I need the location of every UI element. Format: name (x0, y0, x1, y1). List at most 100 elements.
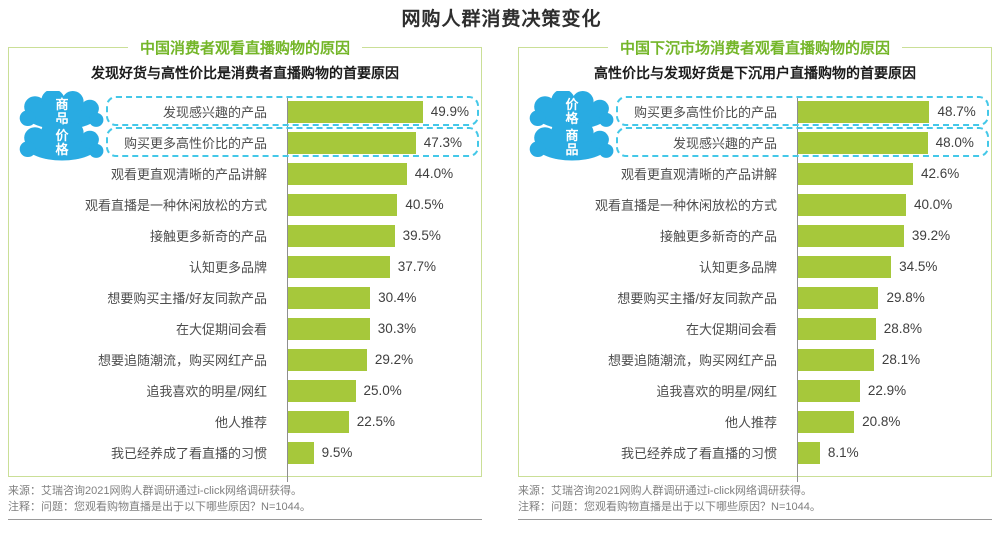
chart-row: 在大促期间会看 30.3% (9, 313, 481, 344)
bar (798, 286, 879, 309)
bar-wrap: 20.8% (787, 406, 991, 437)
bar (798, 162, 914, 185)
chart-row: 观看更直观清晰的产品讲解 42.6% (519, 158, 991, 189)
bar-wrap: 8.1% (787, 437, 991, 468)
chart-row: 想要购买主播/好友同款产品 29.8% (519, 282, 991, 313)
chart-row: 认知更多品牌 37.7% (9, 251, 481, 282)
bar-label: 发现感兴趣的产品 (672, 136, 777, 151)
chart-row: 观看更直观清晰的产品讲解 44.0% (9, 158, 481, 189)
bar-value: 8.1% (827, 445, 859, 460)
bar (288, 131, 416, 154)
bar-label: 观看直播是一种休闲放松的方式 (84, 198, 267, 213)
bar-label: 在大促期间会看 (685, 322, 777, 337)
left-column: 中国消费者观看直播购物的原因 发现好货与高性价比是消费者直播购物的首要原因 发现… (8, 37, 482, 520)
bar (288, 100, 423, 123)
bar-wrap: 25.0% (277, 375, 481, 406)
bar-wrap: 29.8% (787, 282, 991, 313)
right-chart-panel: 中国下沉市场消费者观看直播购物的原因 高性价比与发现好货是下沉用户直播购物的首要… (518, 37, 992, 482)
chart-row: 在大促期间会看 28.8% (519, 313, 991, 344)
chart-row: 我已经养成了看直播的习惯 9.5% (9, 437, 481, 468)
bar-wrap: 48.0% (787, 127, 991, 158)
source-note: 来源：艾瑞咨询2021网购人群调研通过i-click网络调研获得。 (518, 485, 812, 497)
bar-label: 在大促期间会看 (175, 322, 267, 337)
bar (288, 317, 370, 340)
bar-value: 47.3% (423, 135, 462, 150)
bar-wrap: 40.0% (787, 189, 991, 220)
bar (288, 286, 371, 309)
left-chart-panel: 中国消费者观看直播购物的原因 发现好货与高性价比是消费者直播购物的首要原因 发现… (8, 37, 482, 482)
bar-wrap: 30.3% (277, 313, 481, 344)
bar-label: 接触更多新奇的产品 (149, 229, 267, 244)
source-note: 来源：艾瑞咨询2021网购人群调研通过i-click网络调研获得。 (8, 485, 302, 497)
bar (798, 193, 906, 216)
bar (288, 441, 314, 464)
bar-value: 49.9% (430, 104, 469, 119)
bar-label: 观看更直观清晰的产品讲解 (110, 167, 267, 182)
bar-label: 发现感兴趣的产品 (162, 105, 267, 120)
bar-value: 22.9% (867, 383, 907, 398)
right-column: 中国下沉市场消费者观看直播购物的原因 高性价比与发现好货是下沉用户直播购物的首要… (518, 37, 992, 520)
bar-value: 39.2% (911, 228, 951, 243)
bar-label: 追我喜欢的明星/网红 (656, 384, 777, 399)
left-footer-divider (8, 518, 482, 520)
bar-wrap: 40.5% (277, 189, 481, 220)
bar-wrap: 30.4% (277, 282, 481, 313)
bar-label: 购买更多高性价比的产品 (123, 136, 267, 151)
bar-value: 20.8% (862, 414, 901, 429)
right-chart-subtitle: 高性价比与发现好货是下沉用户直播购物的首要原因 (594, 65, 916, 81)
right-chart-title: 中国下沉市场消费者观看直播购物的原因 (607, 37, 903, 58)
bar (288, 379, 356, 402)
chart-row: 观看直播是一种休闲放松的方式 40.0% (519, 189, 991, 220)
bar-wrap: 29.2% (277, 344, 481, 375)
chart-row: 想要购买主播/好友同款产品 30.4% (9, 282, 481, 313)
bar (798, 224, 904, 247)
left-chart-title: 中国消费者观看直播购物的原因 (127, 37, 363, 58)
bar-value: 29.2% (374, 352, 414, 367)
bar-label: 想要购买主播/好友同款产品 (107, 291, 267, 306)
bar-value: 40.0% (914, 197, 953, 212)
cloud-badge-label: 商品 (565, 127, 579, 157)
charts-container: 中国消费者观看直播购物的原因 发现好货与高性价比是消费者直播购物的首要原因 发现… (0, 37, 1003, 520)
bar-value: 28.1% (881, 352, 921, 367)
right-bar-chart: 购买更多高性价比的产品 48.7% 发现感兴趣的产品 48.0% 观看更直观清晰的产品讲… (519, 91, 991, 482)
bar-label: 观看更直观清晰的产品讲解 (620, 167, 777, 182)
bar-value: 34.5% (899, 259, 938, 274)
chart-row: 他人推荐 20.8% (519, 406, 991, 437)
bar (798, 131, 928, 154)
bar-wrap: 48.7% (787, 96, 991, 127)
right-footer: 来源：艾瑞咨询2021网购人群调研通过i-click网络调研获得。 注释：问题：… (518, 484, 992, 516)
question-note: 注释：问题：您观看购物直播是出于以下哪些原因？N=1044。 (8, 500, 311, 513)
chart-row: 认知更多品牌 34.5% (519, 251, 991, 282)
bar-value: 9.5% (321, 445, 353, 460)
bar-wrap: 39.5% (277, 220, 481, 251)
cloud-badge-label: 价格 (55, 127, 69, 157)
chart-row: 想要追随潮流，购买网红产品 29.2% (9, 344, 481, 375)
bar-label: 他人推荐 (214, 415, 267, 430)
bar (798, 348, 874, 371)
bar (288, 255, 390, 278)
bar-wrap: 39.2% (787, 220, 991, 251)
bar (288, 162, 407, 185)
left-footer: 来源：艾瑞咨询2021网购人群调研通过i-click网络调研获得。 注释：问题：… (8, 484, 482, 516)
chart-row: 观看直播是一种休闲放松的方式 40.5% (9, 189, 481, 220)
bar-label: 我已经养成了看直播的习惯 (110, 446, 267, 461)
chart-row: 想要追随潮流，购买网红产品 28.1% (519, 344, 991, 375)
cloud-badge: 商品 (527, 122, 617, 164)
bar (798, 100, 930, 123)
chart-row: 接触更多新奇的产品 39.2% (519, 220, 991, 251)
bar-value: 29.8% (886, 290, 925, 305)
bar-wrap: 9.5% (277, 437, 481, 468)
bar-value: 48.0% (935, 135, 974, 150)
bar-wrap: 28.1% (787, 344, 991, 375)
bar-label: 认知更多品牌 (698, 260, 777, 275)
chart-row: 接触更多新奇的产品 39.5% (9, 220, 481, 251)
cloud-badge: 价格 (527, 91, 617, 133)
chart-row: 追我喜欢的明星/网红 22.9% (519, 375, 991, 406)
bar-label: 想要购买主播/好友同款产品 (617, 291, 777, 306)
bar-wrap: 47.3% (277, 127, 481, 158)
left-chart-subtitle: 发现好货与高性价比是消费者直播购物的首要原因 (91, 65, 399, 81)
chart-row: 追我喜欢的明星/网红 25.0% (9, 375, 481, 406)
bar-value: 44.0% (414, 166, 454, 181)
cloud-badge: 价格 (17, 122, 107, 164)
bar-wrap: 28.8% (787, 313, 991, 344)
